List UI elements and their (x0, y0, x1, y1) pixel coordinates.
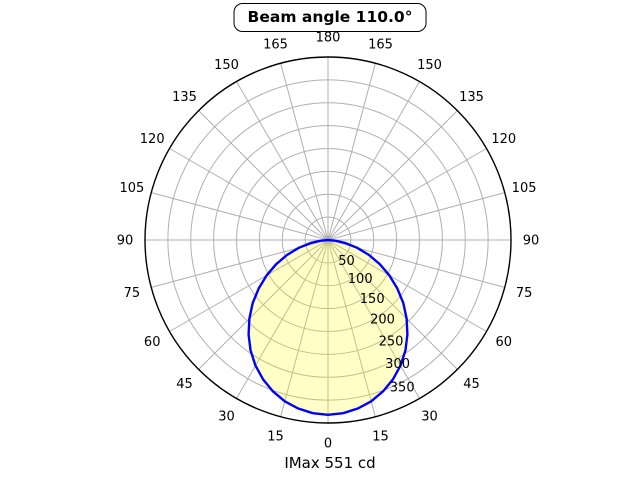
angle-tick-label: 60 (496, 335, 513, 350)
radius-tick-label: 250 (379, 334, 404, 349)
angle-tick-label: 180 (316, 31, 341, 46)
angle-tick-label: 45 (176, 377, 193, 392)
angle-tick-label: 45 (463, 377, 480, 392)
radius-tick-labels: 50 100 150 200 250 300 350 (338, 254, 414, 396)
radius-grid-circle (304, 216, 352, 264)
angle-tick-label: 75 (124, 286, 141, 301)
radius-grid-circle (281, 193, 375, 287)
angle-tick-label: 15 (372, 430, 389, 445)
angle-tick-label: 135 (459, 90, 484, 105)
angle-tick-label: 30 (218, 409, 235, 424)
imax-label: IMax 551 cd (284, 454, 376, 472)
beam-lobe (247, 238, 409, 416)
beam-intensity-curve (247, 238, 409, 416)
radius-tick-label: 200 (370, 313, 395, 328)
angle-tick-label: 135 (172, 90, 197, 105)
angle-tick-label: 165 (368, 37, 393, 52)
radius-tick-label: 350 (390, 380, 415, 395)
angle-tick-label: 120 (491, 132, 516, 147)
angle-tick-label: 0 (324, 437, 332, 452)
angle-tick-label: 15 (267, 430, 284, 445)
angle-tick-labels: 0 15 30 45 60 75 90 105 120 135 150 165 180 165 150 135… (117, 31, 540, 452)
angle-tick-label: 90 (117, 234, 134, 249)
angle-tick-label: 30 (421, 409, 438, 424)
chart-title: Beam angle 110.0° (247, 8, 413, 26)
angle-tick-label: 150 (214, 58, 239, 73)
angle-tick-label: 165 (263, 37, 288, 52)
angle-tick-label: 105 (512, 181, 537, 196)
radius-tick-label: 50 (338, 254, 355, 269)
radius-grid-circle (258, 170, 398, 310)
angle-tick-label: 75 (516, 286, 533, 301)
angle-tick-label: 90 (523, 234, 540, 249)
radius-tick-label: 300 (385, 357, 410, 372)
radius-grid-circle (213, 125, 443, 355)
radius-tick-label: 100 (348, 272, 373, 287)
angle-tick-label: 60 (144, 335, 161, 350)
chart-title-box: Beam angle 110.0° (233, 3, 427, 32)
radius-grid-circle (236, 148, 420, 332)
radius-tick-label: 150 (360, 292, 385, 307)
outer-circle (144, 56, 512, 424)
radius-grid-circle (190, 102, 466, 378)
angle-tick-label: 150 (417, 58, 442, 73)
radius-grid-circle (167, 79, 489, 401)
angle-tick-label: 105 (119, 181, 144, 196)
angle-tick-label: 120 (140, 132, 165, 147)
